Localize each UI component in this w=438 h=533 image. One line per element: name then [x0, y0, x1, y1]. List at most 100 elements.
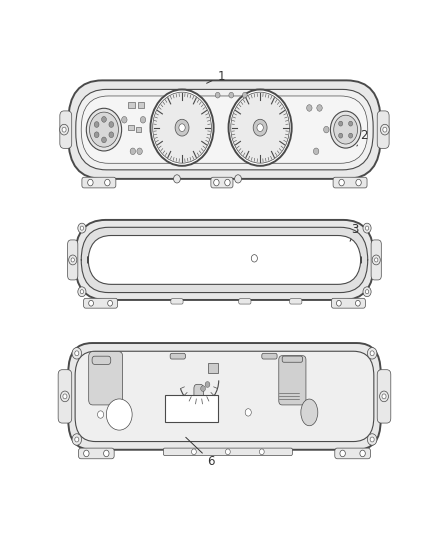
Text: 1: 1 — [207, 70, 225, 83]
FancyBboxPatch shape — [170, 353, 185, 359]
FancyBboxPatch shape — [67, 240, 78, 280]
Circle shape — [324, 126, 329, 133]
Circle shape — [225, 179, 230, 186]
Circle shape — [380, 391, 389, 402]
Bar — [136, 127, 141, 132]
Circle shape — [370, 351, 374, 356]
Circle shape — [214, 179, 219, 186]
Circle shape — [88, 179, 93, 186]
FancyBboxPatch shape — [335, 448, 371, 459]
FancyBboxPatch shape — [75, 351, 374, 441]
FancyBboxPatch shape — [377, 111, 389, 148]
FancyBboxPatch shape — [60, 111, 72, 148]
Circle shape — [80, 226, 84, 230]
FancyBboxPatch shape — [282, 356, 303, 362]
FancyBboxPatch shape — [163, 448, 293, 456]
FancyBboxPatch shape — [68, 343, 381, 450]
FancyBboxPatch shape — [82, 177, 116, 188]
FancyBboxPatch shape — [81, 96, 368, 163]
FancyBboxPatch shape — [239, 298, 251, 304]
Circle shape — [175, 119, 189, 136]
Circle shape — [108, 301, 113, 306]
Circle shape — [191, 449, 196, 455]
Circle shape — [363, 287, 371, 297]
Circle shape — [62, 127, 66, 132]
Circle shape — [75, 351, 79, 356]
Circle shape — [229, 92, 233, 98]
Circle shape — [330, 111, 361, 148]
Circle shape — [72, 348, 81, 359]
Circle shape — [94, 122, 99, 127]
Circle shape — [102, 137, 106, 143]
Circle shape — [365, 290, 369, 294]
Circle shape — [72, 434, 81, 445]
Circle shape — [84, 450, 89, 457]
FancyBboxPatch shape — [290, 298, 302, 304]
Circle shape — [259, 449, 264, 455]
Circle shape — [253, 119, 267, 136]
Circle shape — [122, 117, 127, 123]
Circle shape — [340, 450, 345, 457]
Circle shape — [98, 411, 104, 418]
Circle shape — [360, 450, 365, 457]
FancyBboxPatch shape — [211, 177, 233, 188]
FancyBboxPatch shape — [78, 448, 114, 459]
Bar — [138, 102, 144, 108]
Circle shape — [363, 223, 371, 233]
Circle shape — [365, 226, 369, 230]
FancyBboxPatch shape — [377, 370, 391, 423]
Circle shape — [370, 437, 374, 442]
Circle shape — [89, 112, 118, 147]
Circle shape — [367, 434, 377, 445]
Circle shape — [69, 255, 77, 265]
Circle shape — [86, 108, 122, 151]
Circle shape — [179, 124, 185, 132]
FancyBboxPatch shape — [171, 298, 183, 304]
Circle shape — [382, 394, 386, 399]
Circle shape — [130, 148, 135, 155]
Circle shape — [75, 437, 79, 442]
Circle shape — [336, 301, 341, 306]
FancyBboxPatch shape — [279, 356, 306, 405]
Circle shape — [215, 92, 220, 98]
Circle shape — [137, 148, 142, 155]
Circle shape — [80, 290, 84, 294]
Circle shape — [94, 132, 99, 138]
FancyBboxPatch shape — [81, 227, 368, 293]
Text: 3: 3 — [350, 223, 359, 241]
Circle shape — [205, 382, 210, 387]
Circle shape — [317, 104, 322, 111]
FancyBboxPatch shape — [371, 240, 381, 280]
Circle shape — [105, 179, 110, 186]
Circle shape — [339, 121, 343, 126]
FancyBboxPatch shape — [75, 220, 374, 300]
Circle shape — [257, 124, 263, 132]
Circle shape — [60, 391, 69, 402]
Circle shape — [356, 179, 361, 186]
Bar — [128, 125, 134, 130]
Circle shape — [109, 122, 114, 127]
Bar — [128, 102, 135, 108]
Circle shape — [78, 287, 86, 297]
Circle shape — [63, 394, 67, 399]
Circle shape — [349, 121, 353, 126]
Circle shape — [102, 117, 106, 122]
Bar — [208, 362, 218, 373]
Circle shape — [381, 124, 389, 135]
Bar — [165, 395, 218, 422]
Circle shape — [374, 258, 378, 262]
Circle shape — [349, 133, 353, 138]
Circle shape — [226, 449, 230, 455]
Circle shape — [339, 133, 343, 138]
FancyBboxPatch shape — [332, 298, 365, 308]
Circle shape — [153, 92, 212, 163]
FancyBboxPatch shape — [68, 80, 381, 179]
FancyBboxPatch shape — [92, 356, 111, 365]
Circle shape — [229, 90, 292, 166]
Text: 6: 6 — [186, 437, 215, 468]
Circle shape — [383, 127, 387, 132]
Circle shape — [78, 223, 86, 233]
FancyBboxPatch shape — [84, 298, 117, 308]
Circle shape — [173, 175, 180, 183]
Circle shape — [314, 148, 319, 155]
